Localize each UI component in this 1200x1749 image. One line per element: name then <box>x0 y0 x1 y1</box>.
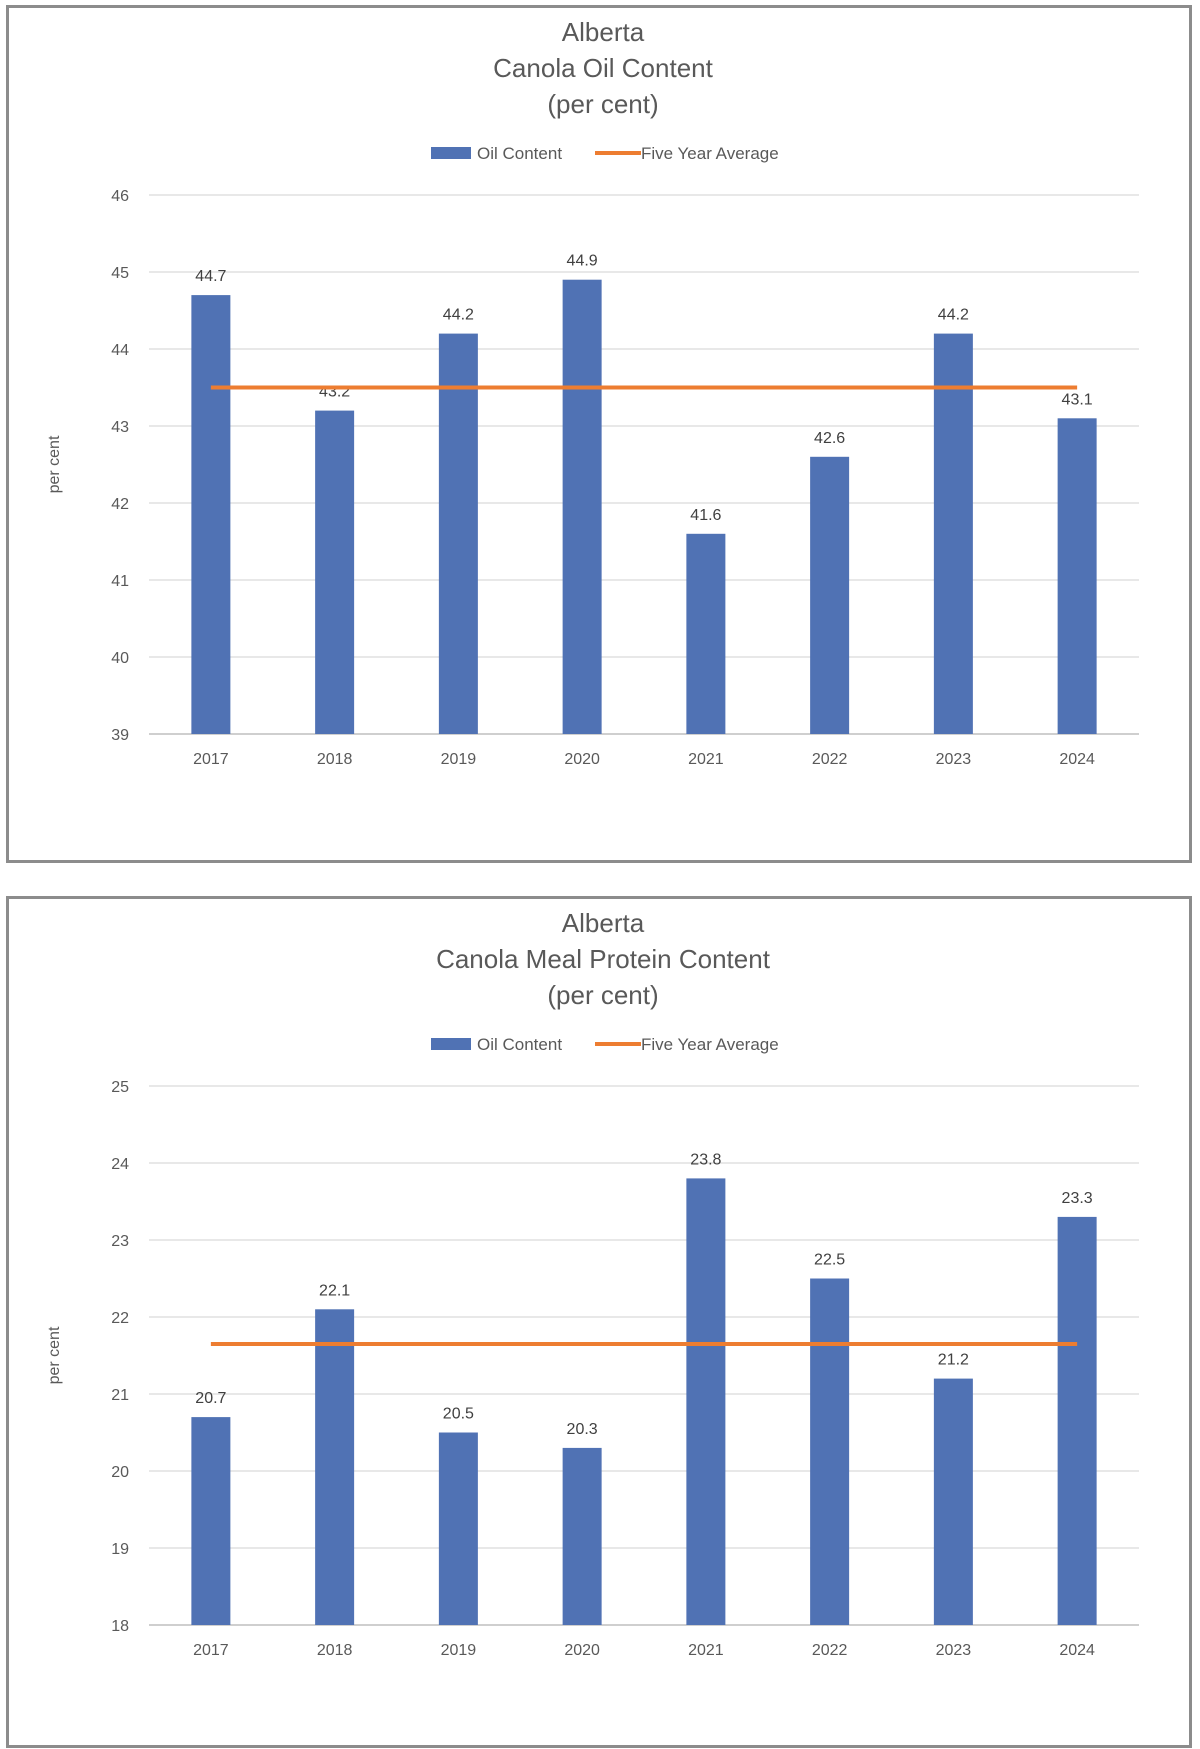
data-label: 42.6 <box>814 430 845 447</box>
y-tick-label: 18 <box>111 1618 129 1635</box>
x-tick-label: 2018 <box>317 751 353 768</box>
bar-2024 <box>1057 1216 1097 1625</box>
y-tick-label: 43 <box>111 419 129 436</box>
x-tick-label: 2017 <box>193 1642 229 1659</box>
y-tick-label: 39 <box>111 727 129 744</box>
legend-swatch-bar <box>431 1038 471 1050</box>
y-tick-label: 41 <box>111 573 129 590</box>
bar-2019 <box>438 1432 478 1625</box>
x-tick-label: 2020 <box>564 1642 600 1659</box>
x-tick-label: 2017 <box>193 751 229 768</box>
bar-2023 <box>933 1378 973 1625</box>
y-axis-label: per cent <box>46 435 63 493</box>
x-tick-label: 2024 <box>1059 1642 1095 1659</box>
bar-2017 <box>191 295 231 734</box>
chart-title: Alberta <box>562 17 645 47</box>
data-label: 44.7 <box>195 268 226 285</box>
y-tick-label: 19 <box>111 1541 129 1558</box>
bar-2021 <box>686 1178 726 1625</box>
x-tick-label: 2022 <box>812 1642 848 1659</box>
legend-swatch-bar <box>431 147 471 159</box>
y-tick-label: 23 <box>111 1233 129 1250</box>
x-tick-label: 2019 <box>441 1642 477 1659</box>
legend-label-line: Five Year Average <box>641 1035 779 1054</box>
chart-unit-line: (per cent) <box>547 980 658 1010</box>
legend-label-line: Five Year Average <box>641 144 779 163</box>
y-tick-label: 45 <box>111 265 129 282</box>
oil-content-chart: Alberta Canola Oil Content (per cent) Oil C… <box>46 17 1139 768</box>
data-label: 44.2 <box>443 307 474 324</box>
data-label: 20.3 <box>567 1421 598 1438</box>
data-label: 21.2 <box>938 1352 969 1369</box>
chart-title: Alberta <box>562 908 645 938</box>
protein-content-chart-panel: Alberta Canola Meal Protein Content (per c… <box>6 896 1192 1748</box>
bar-2017 <box>191 1417 231 1625</box>
bar-2022 <box>810 456 850 734</box>
y-tick-label: 44 <box>111 342 129 359</box>
y-tick-label: 22 <box>111 1310 129 1327</box>
y-tick-label: 42 <box>111 496 129 513</box>
protein-content-chart: Alberta Canola Meal Protein Content (per c… <box>46 908 1139 1659</box>
data-label: 20.5 <box>443 1406 474 1423</box>
data-label: 43.1 <box>1062 391 1093 408</box>
bar-2021 <box>686 533 726 734</box>
y-tick-label: 21 <box>111 1387 129 1404</box>
bar-2022 <box>810 1278 850 1625</box>
data-label: 20.7 <box>195 1390 226 1407</box>
x-tick-label: 2020 <box>564 751 600 768</box>
data-label: 44.2 <box>938 307 969 324</box>
x-tick-label: 2023 <box>936 751 972 768</box>
y-axis-label: per cent <box>46 1326 63 1384</box>
bar-2020 <box>562 1447 602 1625</box>
bar-2018 <box>315 1309 355 1625</box>
chart-unit-line: (per cent) <box>547 89 658 119</box>
y-tick-label: 40 <box>111 650 129 667</box>
chart-subtitle: Canola Oil Content <box>493 53 713 83</box>
bar-2024 <box>1057 418 1097 734</box>
data-label: 23.8 <box>690 1151 721 1168</box>
x-tick-label: 2021 <box>688 1642 724 1659</box>
x-tick-label: 2019 <box>441 751 477 768</box>
data-label: 22.1 <box>319 1282 350 1299</box>
legend-label-bar: Oil Content <box>477 1035 562 1054</box>
bar-2023 <box>933 333 973 734</box>
data-label: 41.6 <box>690 507 721 524</box>
x-tick-label: 2021 <box>688 751 724 768</box>
y-tick-label: 20 <box>111 1464 129 1481</box>
x-tick-label: 2023 <box>936 1642 972 1659</box>
oil-content-chart-panel: Alberta Canola Oil Content (per cent) Oil C… <box>6 5 1192 863</box>
y-tick-label: 46 <box>111 188 129 205</box>
x-tick-label: 2022 <box>812 751 848 768</box>
bar-2018 <box>315 410 355 734</box>
y-tick-label: 25 <box>111 1079 129 1096</box>
x-tick-label: 2024 <box>1059 751 1095 768</box>
x-tick-label: 2018 <box>317 1642 353 1659</box>
bar-2020 <box>562 279 602 734</box>
data-label: 22.5 <box>814 1252 845 1269</box>
y-tick-label: 24 <box>111 1156 129 1173</box>
data-label: 23.3 <box>1062 1190 1093 1207</box>
chart-subtitle: Canola Meal Protein Content <box>436 944 771 974</box>
legend-label-bar: Oil Content <box>477 144 562 163</box>
bar-2019 <box>438 333 478 734</box>
data-label: 44.9 <box>567 253 598 270</box>
